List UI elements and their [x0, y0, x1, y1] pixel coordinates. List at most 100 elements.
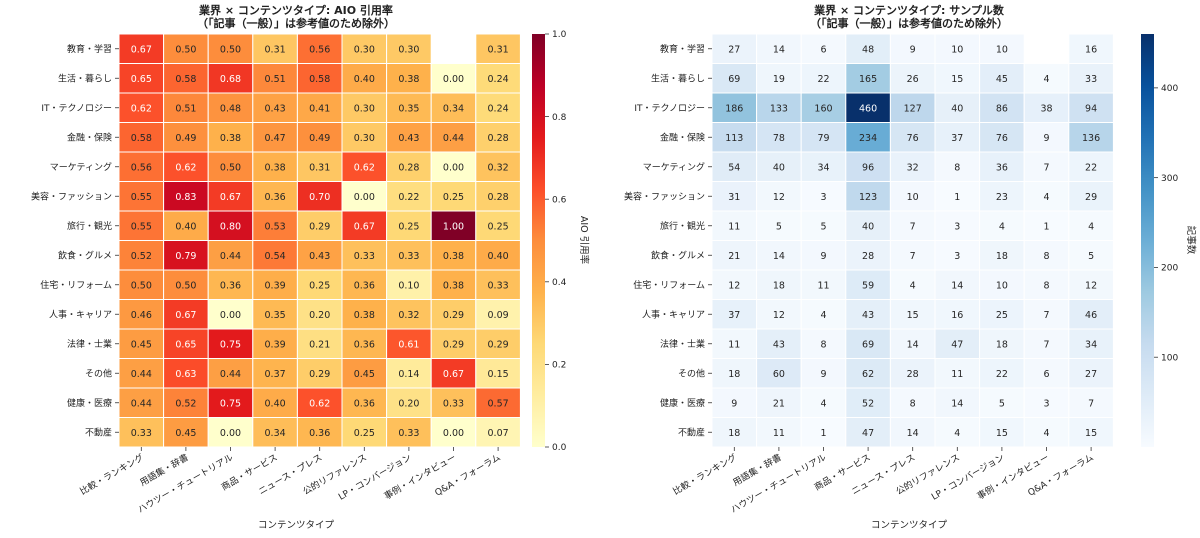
heatmap-cell	[163, 210, 209, 241]
cell-value-label: 0.00	[220, 310, 241, 321]
y-tick-label: 生活・暮らし	[58, 72, 112, 84]
cell-value-label: 0.49	[175, 133, 196, 144]
y-tick-label: 旅行・観光	[660, 220, 705, 232]
cell-value-label: 8	[910, 398, 916, 409]
heatmap-cell	[386, 269, 432, 300]
cell-value-label: 7	[1043, 162, 1049, 173]
heatmap-cell	[296, 181, 343, 212]
cell-value-label: 0.00	[354, 192, 375, 203]
cell-value-label: 19	[773, 74, 785, 85]
cell-value-label: 0.33	[398, 428, 419, 439]
cell-value-label: 32	[907, 162, 919, 173]
x-tick-label: 事例・インタビュー	[975, 451, 1051, 502]
cell-value-label: 8	[1043, 251, 1049, 262]
cell-value-label: 22	[817, 74, 829, 85]
cell-value-label: 18	[773, 280, 785, 291]
cell-value-label: 0.67	[443, 369, 464, 380]
heatmap-cell	[296, 417, 343, 448]
cell-value-label: 0.51	[265, 74, 286, 85]
cell-value-label: 14	[907, 339, 919, 350]
heatmap-cell	[118, 210, 165, 241]
y-tick-label: マーケティング	[643, 161, 705, 173]
cell-value-label: 0.46	[131, 310, 152, 321]
cell-value-label: 234	[859, 133, 877, 144]
cell-value-label: 8	[820, 339, 826, 350]
cell-value-label: 40	[951, 103, 963, 114]
heatmap-cell	[252, 358, 298, 389]
cell-value-label: 7	[1043, 339, 1049, 350]
cell-value-label: 59	[862, 280, 874, 291]
cell-value-label: 11	[728, 339, 740, 350]
heatmap-cell	[341, 240, 388, 271]
cell-value-label: 10	[996, 280, 1008, 291]
cell-value-label: 0.44	[220, 251, 241, 262]
cell-value-label: 0.30	[354, 103, 375, 114]
heatmap-cell	[430, 269, 477, 300]
heatmap-cell	[1068, 210, 1114, 241]
cell-value-label: 0.53	[265, 221, 286, 232]
cell-value-label: 0.57	[488, 398, 509, 409]
heatmap-cell	[934, 417, 981, 448]
cell-value-label: 0.75	[220, 398, 241, 409]
cell-value-label: 79	[817, 133, 829, 144]
x-tick-labels: 比較・ランキング用語集・辞書ハウツー・チュートリアル商品・サービスニュース・プレ…	[78, 447, 503, 516]
y-tick-label: 不動産	[678, 426, 705, 438]
cell-value-label: 0.39	[265, 339, 286, 350]
colorbar-label: AIO 引用率	[578, 216, 590, 265]
cell-value-label: 0.34	[443, 103, 464, 114]
heatmap-cell	[1068, 299, 1114, 330]
cell-value-label: 0.51	[175, 103, 196, 114]
cell-value-label: 0.22	[398, 192, 419, 203]
heatmap-cell	[800, 328, 847, 359]
heatmap-cell	[1068, 417, 1114, 448]
cell-value-label: 0.56	[309, 44, 330, 55]
cell-value-label: 18	[996, 339, 1008, 350]
cell-value-label: 18	[728, 369, 740, 380]
cell-value-label: 34	[817, 162, 829, 173]
heatmap-cell	[1068, 358, 1114, 389]
cell-value-label: 0.40	[488, 251, 509, 262]
heatmap-cell	[118, 269, 165, 300]
heatmap-cell	[979, 417, 1025, 448]
heatmap-cell	[341, 181, 388, 212]
cell-value-label: 0.65	[131, 74, 152, 85]
heatmap-cell	[934, 240, 981, 271]
cell-value-label: 37	[951, 133, 963, 144]
cell-value-label: 0.21	[309, 339, 330, 350]
cell-value-label: 4	[1043, 192, 1049, 203]
heatmap-cell	[1023, 63, 1070, 94]
cell-value-label: 69	[862, 339, 874, 350]
heatmap-cell	[756, 181, 802, 212]
heatmap-cell	[889, 63, 936, 94]
heatmap-cell	[979, 328, 1025, 359]
heatmap-cell	[934, 299, 981, 330]
y-tick-label: 飲食・グルメ	[58, 249, 112, 261]
cell-value-label: 78	[773, 133, 785, 144]
cell-value-label: 0.32	[488, 162, 509, 173]
cell-value-label: 0.36	[354, 280, 375, 291]
cell-value-label: 0.62	[309, 398, 330, 409]
y-tick-label: 不動産	[85, 426, 112, 438]
cell-value-label: 18	[996, 251, 1008, 262]
cell-value-label: 0.33	[443, 398, 464, 409]
cell-value-label: 76	[907, 133, 919, 144]
cell-value-label: 0.67	[354, 221, 375, 232]
cell-value-label: 33	[1085, 74, 1097, 85]
cell-value-label: 7	[1043, 310, 1049, 321]
heatmap-cell	[845, 387, 891, 418]
heatmap-cell	[979, 33, 1025, 64]
heatmap-cell	[163, 151, 209, 182]
cell-value-label: 23	[996, 192, 1008, 203]
cell-value-label: 0.30	[354, 133, 375, 144]
y-tick-label: 法律・士業	[67, 338, 112, 350]
cell-value-label: 186	[725, 103, 743, 114]
y-tick-label: 人事・キャリア	[642, 308, 705, 320]
cell-value-label: 0.38	[443, 251, 464, 262]
heatmap-cell	[711, 210, 758, 241]
heatmap-cell	[341, 417, 388, 448]
heatmap-cell	[1023, 387, 1070, 418]
colorbar-tick-label: 200	[1161, 264, 1178, 274]
cell-value-label: 0.14	[398, 369, 419, 380]
cell-value-label: 9	[731, 398, 737, 409]
